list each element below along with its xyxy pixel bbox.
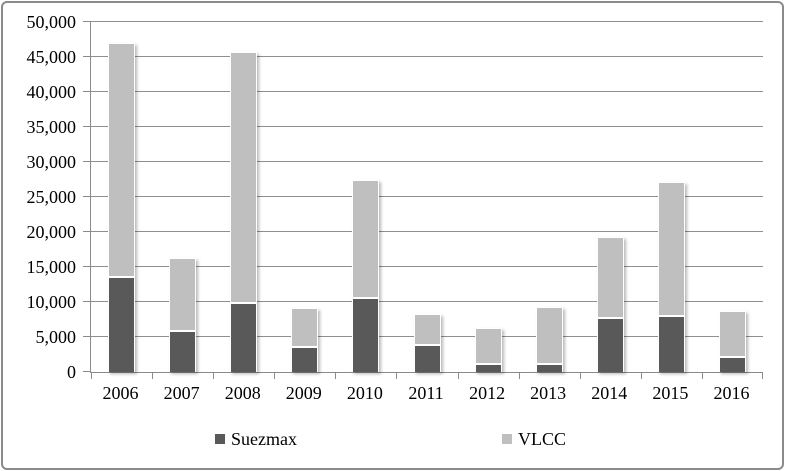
bar-2014 <box>596 237 624 372</box>
y-axis-tick <box>83 161 91 162</box>
bar-segment-suezmax <box>352 298 380 372</box>
x-axis-tick <box>762 373 763 379</box>
y-axis-tick <box>83 336 91 337</box>
bar-segment-vlcc <box>718 311 746 357</box>
bar-segment-vlcc <box>230 52 258 303</box>
bar-2015 <box>657 182 685 372</box>
x-axis-category-label: 2010 <box>346 383 383 403</box>
legend-label-suezmax: Suezmax <box>231 429 297 449</box>
x-axis-tick <box>91 373 92 379</box>
x-axis-tick <box>213 373 214 379</box>
gridline <box>91 161 763 162</box>
x-axis-category-label: 2008 <box>224 383 261 403</box>
gridline <box>91 301 763 302</box>
bar-2010 <box>352 180 380 372</box>
bar-2006 <box>108 43 136 372</box>
bar-segment-suezmax <box>596 318 624 372</box>
bar-segment-vlcc <box>596 237 624 318</box>
legend-swatch-suezmax <box>215 434 225 444</box>
x-axis-tick <box>274 373 275 379</box>
legend-swatch-vlcc <box>502 434 512 444</box>
y-axis-tick <box>83 231 91 232</box>
bar-segment-vlcc <box>108 43 136 277</box>
y-axis-tick <box>83 266 91 267</box>
x-axis-tick <box>152 373 153 379</box>
legend-item-suezmax: Suezmax <box>215 428 297 450</box>
bar-segment-vlcc <box>657 182 685 316</box>
bar-2009 <box>291 308 319 372</box>
x-axis-category-label: 2012 <box>469 383 506 403</box>
x-axis-category-label: 2006 <box>102 383 139 403</box>
x-axis-category-label: 2014 <box>591 383 628 403</box>
x-axis-category-label: 2009 <box>285 383 322 403</box>
bar-segment-suezmax <box>718 357 746 372</box>
x-axis-category-label: 2016 <box>713 383 750 403</box>
gridline <box>91 21 763 22</box>
y-axis-tick <box>83 91 91 92</box>
x-axis-tick <box>519 373 520 379</box>
x-axis-category-label: 2015 <box>652 383 689 403</box>
x-axis-category-label: 2007 <box>163 383 200 403</box>
gridline <box>91 91 763 92</box>
bar-segment-vlcc <box>352 180 380 298</box>
y-axis-tick-label: 0 <box>67 362 76 382</box>
y-axis-tick-label: 50,000 <box>26 12 77 32</box>
bar-2007 <box>169 258 197 372</box>
legend-item-vlcc: VLCC <box>502 428 566 450</box>
legend: Suezmax VLCC <box>0 428 785 452</box>
bar-segment-suezmax <box>230 303 258 372</box>
y-axis-tick <box>83 56 91 57</box>
bar-segment-suezmax <box>535 364 563 372</box>
y-axis-tick <box>83 126 91 127</box>
y-axis-tick-label: 10,000 <box>26 292 77 312</box>
bar-segment-vlcc <box>413 314 441 345</box>
x-axis-tick <box>702 373 703 379</box>
bar-segment-suezmax <box>291 347 319 372</box>
y-axis-tick <box>83 196 91 197</box>
gridline <box>91 196 763 197</box>
bar-2012 <box>474 328 502 372</box>
gridline <box>91 231 763 232</box>
y-axis-tick-label: 15,000 <box>26 257 77 277</box>
y-axis-tick <box>83 21 91 22</box>
plot-area <box>83 21 763 379</box>
bar-segment-suezmax <box>108 277 136 372</box>
bar-segment-suezmax <box>657 316 685 372</box>
y-axis-tick <box>83 371 91 372</box>
bar-2011 <box>413 314 441 372</box>
x-axis-tick <box>335 373 336 379</box>
x-axis-category-label: 2013 <box>530 383 567 403</box>
bar-segment-suezmax <box>413 345 441 372</box>
y-axis-tick-label: 40,000 <box>26 82 77 102</box>
x-axis-tick <box>641 373 642 379</box>
bar-segment-vlcc <box>474 328 502 364</box>
gridline <box>91 56 763 57</box>
y-axis-tick <box>83 301 91 302</box>
x-axis-tick <box>458 373 459 379</box>
x-axis-tick <box>396 373 397 379</box>
y-axis-tick-label: 45,000 <box>26 47 77 67</box>
y-axis-tick-label: 30,000 <box>26 152 77 172</box>
bar-segment-suezmax <box>474 364 502 372</box>
bar-2016 <box>718 311 746 372</box>
y-axis-tick-label: 20,000 <box>26 222 77 242</box>
bar-segment-vlcc <box>535 307 563 364</box>
x-axis-tick <box>580 373 581 379</box>
y-axis-labels: 0 5,000 10,000 15,000 20,000 25,000 30,000 35,0… <box>0 12 77 382</box>
bar-segment-vlcc <box>291 308 319 347</box>
gridline <box>91 126 763 127</box>
legend-label-vlcc: VLCC <box>518 429 567 449</box>
gridline <box>91 266 763 267</box>
bar-segment-vlcc <box>169 258 197 331</box>
bar-segment-suezmax <box>169 331 197 372</box>
bar-2008 <box>230 52 258 372</box>
x-axis-category-label: 2011 <box>408 383 444 403</box>
bar-2013 <box>535 307 563 372</box>
x-axis-labels: 2006 2007 2008 2009 2010 2011 2012 2013 2014 2015… <box>90 382 762 406</box>
y-axis-tick-label: 25,000 <box>26 187 77 207</box>
y-axis-tick-label: 35,000 <box>26 117 77 137</box>
y-axis-tick-label: 5,000 <box>35 327 77 347</box>
